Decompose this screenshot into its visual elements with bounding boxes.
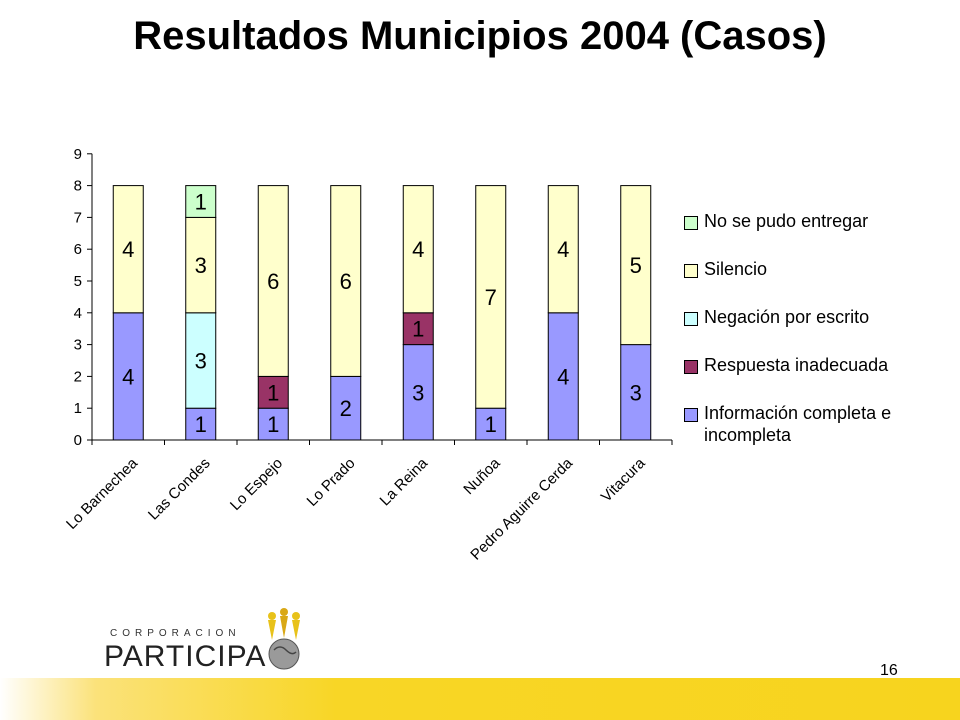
legend-swatch <box>684 216 698 230</box>
bar-segment <box>185 407 217 441</box>
data-label: 4 <box>412 237 424 262</box>
x-tick-label: Nuñoa <box>460 454 504 498</box>
logo-top-text: CORPORACION <box>110 628 241 639</box>
legend-swatch <box>684 360 698 374</box>
data-label: 4 <box>122 364 134 389</box>
legend-label: Silencio <box>704 259 768 279</box>
chart-title: Resultados Municipios 2004 (Casos) <box>133 14 827 58</box>
data-label: 4 <box>557 364 569 389</box>
bar-segment <box>185 216 217 314</box>
y-tick-label: 2 <box>74 368 82 385</box>
x-tick-label: Vitacura <box>598 454 649 505</box>
legend-swatch <box>684 312 698 326</box>
data-label: 4 <box>122 237 134 262</box>
bar-segment <box>620 185 652 346</box>
bar-segment <box>620 344 652 441</box>
bar-segment <box>112 312 144 441</box>
y-tick-label: 3 <box>74 337 82 354</box>
data-label: 1 <box>412 317 424 342</box>
data-label: 3 <box>630 380 642 405</box>
data-label: 1 <box>195 190 207 215</box>
data-label: 7 <box>485 285 497 310</box>
legend-item: Silencio <box>684 258 954 306</box>
bar-segment <box>475 407 507 441</box>
x-tick-label: Lo Prado <box>304 455 359 510</box>
data-label: 4 <box>557 237 569 262</box>
people-globe-emblem-icon <box>268 608 300 670</box>
corporacion-participa-logo: CORPORACION PARTICIPA <box>104 606 314 676</box>
legend-item: Negación por escrito <box>684 306 954 354</box>
bar-segment <box>330 375 362 441</box>
data-label: 2 <box>340 396 352 421</box>
x-tick-label: Las Condes <box>145 455 214 524</box>
legend-swatch <box>684 408 698 422</box>
legend-item: Información completa e incompleta <box>684 402 954 450</box>
data-label: 3 <box>412 380 424 405</box>
bar-segment <box>402 312 434 346</box>
legend-item: Respuesta inadecuada <box>684 354 954 402</box>
data-label: 1 <box>195 412 207 437</box>
legend-label: Respuesta inadecuada <box>704 355 889 375</box>
bar-segment <box>402 185 434 314</box>
data-label: 1 <box>267 380 279 405</box>
y-tick-label: 8 <box>74 178 82 195</box>
y-tick-label: 7 <box>74 209 82 226</box>
y-tick-label: 0 <box>74 432 82 449</box>
bar-segment <box>330 185 362 377</box>
bar-segment <box>402 344 434 441</box>
bar-segment <box>257 407 289 441</box>
y-tick-label: 9 <box>74 146 82 163</box>
bar-segment <box>185 185 217 218</box>
legend-label: Negación por escrito <box>704 307 870 327</box>
footer-bar <box>0 678 960 720</box>
legend-label: No se pudo entregar <box>704 211 869 231</box>
legend-swatch <box>684 264 698 278</box>
page-number: 16 <box>880 662 898 679</box>
bar-segment <box>475 185 507 409</box>
data-label: 6 <box>267 269 279 294</box>
bar-segment <box>112 185 144 314</box>
data-label: 1 <box>267 412 279 437</box>
y-tick-label: 1 <box>74 400 82 417</box>
chart-legend: No se pudo entregar Silencio Negación por … <box>684 210 954 450</box>
y-tick-label: 4 <box>74 305 82 322</box>
data-label: 6 <box>340 269 352 294</box>
bar-segment <box>257 185 289 377</box>
logo-main-text: PARTICIPA <box>104 640 267 673</box>
x-tick-label: La Reina <box>377 454 432 509</box>
y-tick-label: 6 <box>74 241 82 258</box>
legend-label: Información completa e incompleta <box>704 403 892 445</box>
data-label: 5 <box>630 253 642 278</box>
data-label: 3 <box>195 253 207 278</box>
data-label: 3 <box>195 349 207 374</box>
y-tick-label: 5 <box>74 273 82 290</box>
legend-item: No se pudo entregar <box>684 210 954 258</box>
bar-segment <box>547 185 579 314</box>
x-tick-label: Lo Barnechea <box>63 454 142 533</box>
x-tick-label: Lo Espejo <box>227 455 286 514</box>
data-label: 1 <box>485 412 497 437</box>
